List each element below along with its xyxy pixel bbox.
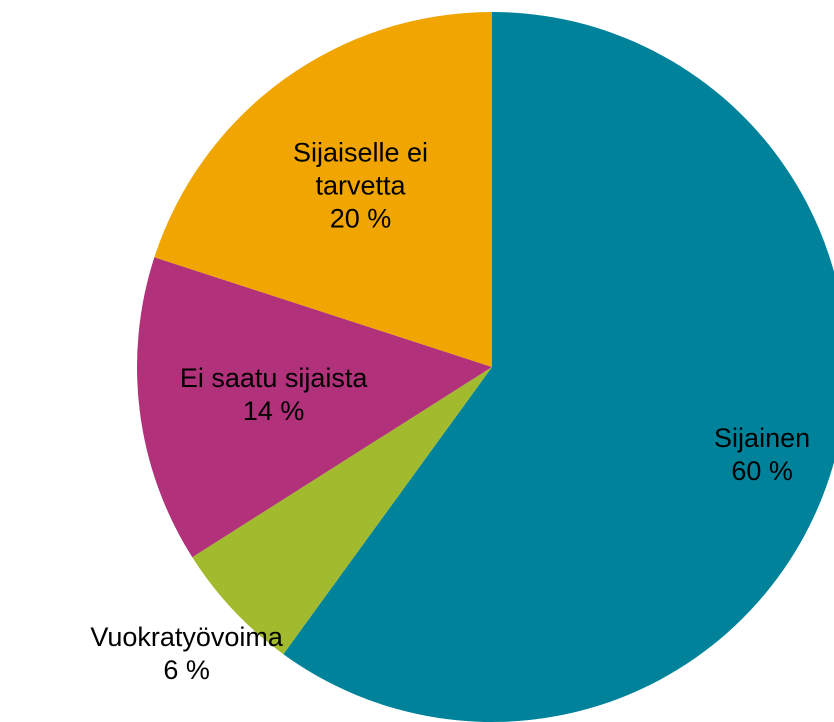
pie-slice xyxy=(154,12,492,367)
category-label: Sijainen xyxy=(714,422,811,453)
category-label: Sijaiselle ei tarvetta xyxy=(292,137,429,201)
slice-label: Sijaiselle ei tarvetta 20 % xyxy=(266,137,456,236)
slice-label: Vuokratyövoima 6 % xyxy=(57,621,317,687)
value-label: 20 % xyxy=(329,203,392,234)
category-label: Vuokratyövoima xyxy=(90,621,283,652)
slice-label: Sijainen 60 % xyxy=(687,422,834,488)
slice-label: Ei saatu sijaista 14 % xyxy=(124,362,424,428)
pie-slice xyxy=(283,12,834,722)
value-label: 6 % xyxy=(163,654,210,685)
value-label: 14 % xyxy=(242,395,305,426)
category-label: Ei saatu sijaista xyxy=(179,362,368,393)
pie-slice xyxy=(192,367,492,655)
value-label: 60 % xyxy=(731,455,793,486)
pie-slice xyxy=(137,257,492,558)
